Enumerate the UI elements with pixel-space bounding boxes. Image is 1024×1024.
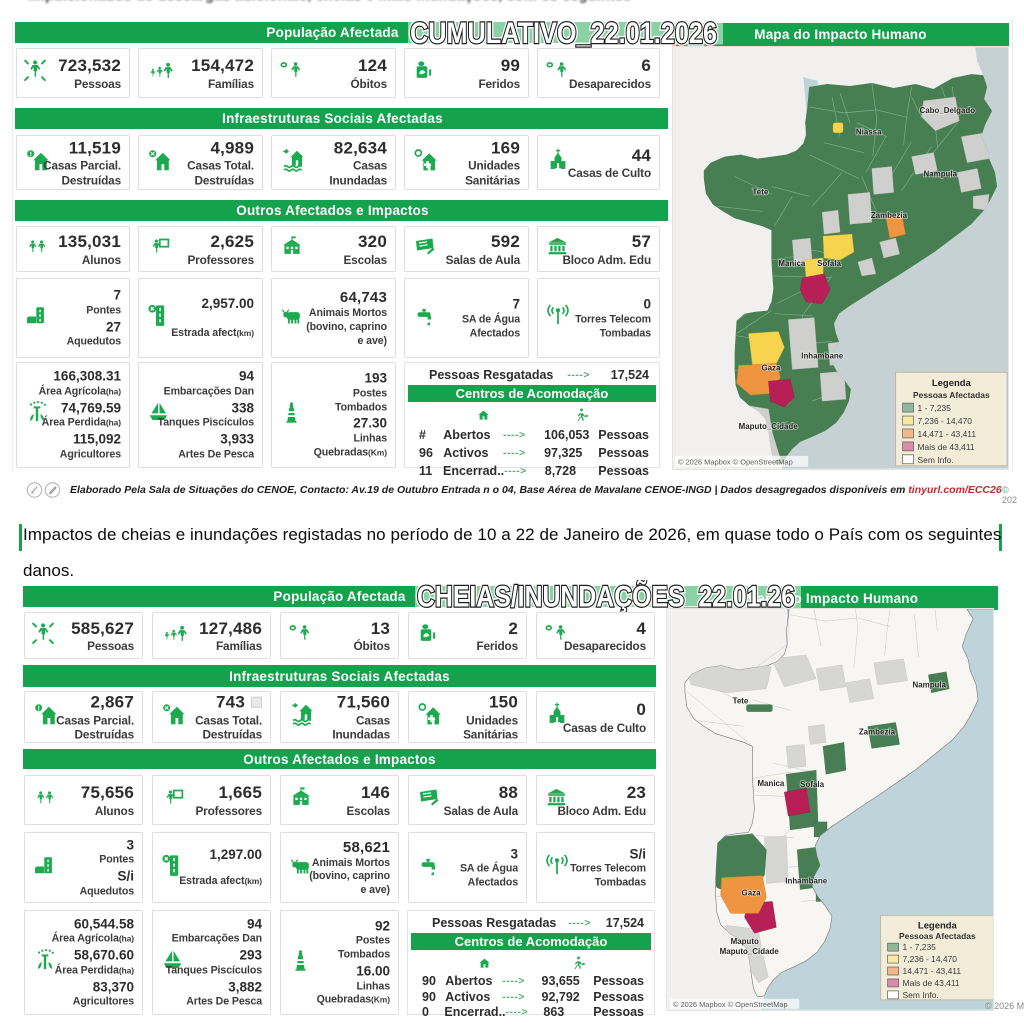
svg-text:Gaza: Gaza (742, 888, 762, 897)
svg-text:Nampula: Nampula (912, 681, 946, 690)
svg-text:14,471 - 43,411: 14,471 - 43,411 (918, 429, 977, 439)
svg-text:Manica: Manica (778, 259, 805, 268)
svg-text:Inhambane: Inhambane (785, 877, 827, 886)
svg-text:7,236 - 14,470: 7,236 - 14,470 (918, 416, 973, 426)
svg-text:Niassa: Niassa (856, 128, 882, 137)
svg-text:Pessoas Afectadas: Pessoas Afectadas (899, 931, 976, 941)
svg-text:© 2026 Mapbox © OpenStreetMap: © 2026 Mapbox © OpenStreetMap (673, 1000, 788, 1009)
svg-text:Cabo_Delgado: Cabo_Delgado (920, 106, 976, 115)
svg-text:Tete: Tete (733, 697, 749, 706)
svg-text:Maputo: Maputo (731, 937, 759, 946)
svg-text:CHEIAS/INUNDAÇÕES_22.01.26: CHEIAS/INUNDAÇÕES_22.01.26 (417, 580, 795, 614)
svg-text:Maputo_Cidade: Maputo_Cidade (739, 422, 799, 431)
svg-text:Zambezia: Zambezia (871, 211, 908, 220)
svg-text:Sofala: Sofala (817, 259, 841, 268)
svg-text:Legenda: Legenda (918, 920, 958, 931)
svg-text:CUMULATIVO_22.01.2026: CUMULATIVO_22.01.2026 (410, 17, 717, 50)
svg-text:7,236 - 14,470: 7,236 - 14,470 (903, 954, 958, 964)
svg-text:Zambezia: Zambezia (859, 727, 896, 736)
svg-text:CUMULATIVO_22.01.2026: CUMULATIVO_22.01.2026 (410, 17, 717, 50)
svg-text:14,471 - 43,411: 14,471 - 43,411 (903, 966, 962, 976)
svg-text:Sofala: Sofala (800, 780, 824, 789)
svg-text:Mais de 43,411: Mais de 43,411 (903, 978, 960, 988)
svg-text:Gaza: Gaza (761, 363, 781, 372)
svg-text:Pessoas Afectadas: Pessoas Afectadas (913, 390, 990, 400)
svg-text:Sem Info.: Sem Info. (918, 455, 954, 465)
svg-text:1 - 7,235: 1 - 7,235 (918, 403, 952, 413)
svg-text:Manica: Manica (757, 779, 784, 788)
svg-text:© 2026 Mapbox © OpenStreetMap: © 2026 Mapbox © OpenStreetMap (678, 457, 793, 466)
svg-text:Tete: Tete (753, 187, 769, 196)
svg-text:1 - 7,235: 1 - 7,235 (903, 942, 937, 952)
svg-text:Nampula: Nampula (924, 169, 958, 178)
svg-text:Maputo_Cidade: Maputo_Cidade (720, 947, 780, 956)
svg-text:Legenda: Legenda (932, 378, 972, 389)
svg-text:Mais de 43,411: Mais de 43,411 (918, 442, 975, 452)
svg-text:Inhambane: Inhambane (801, 351, 843, 360)
svg-text:Sem Info.: Sem Info. (903, 990, 939, 1000)
